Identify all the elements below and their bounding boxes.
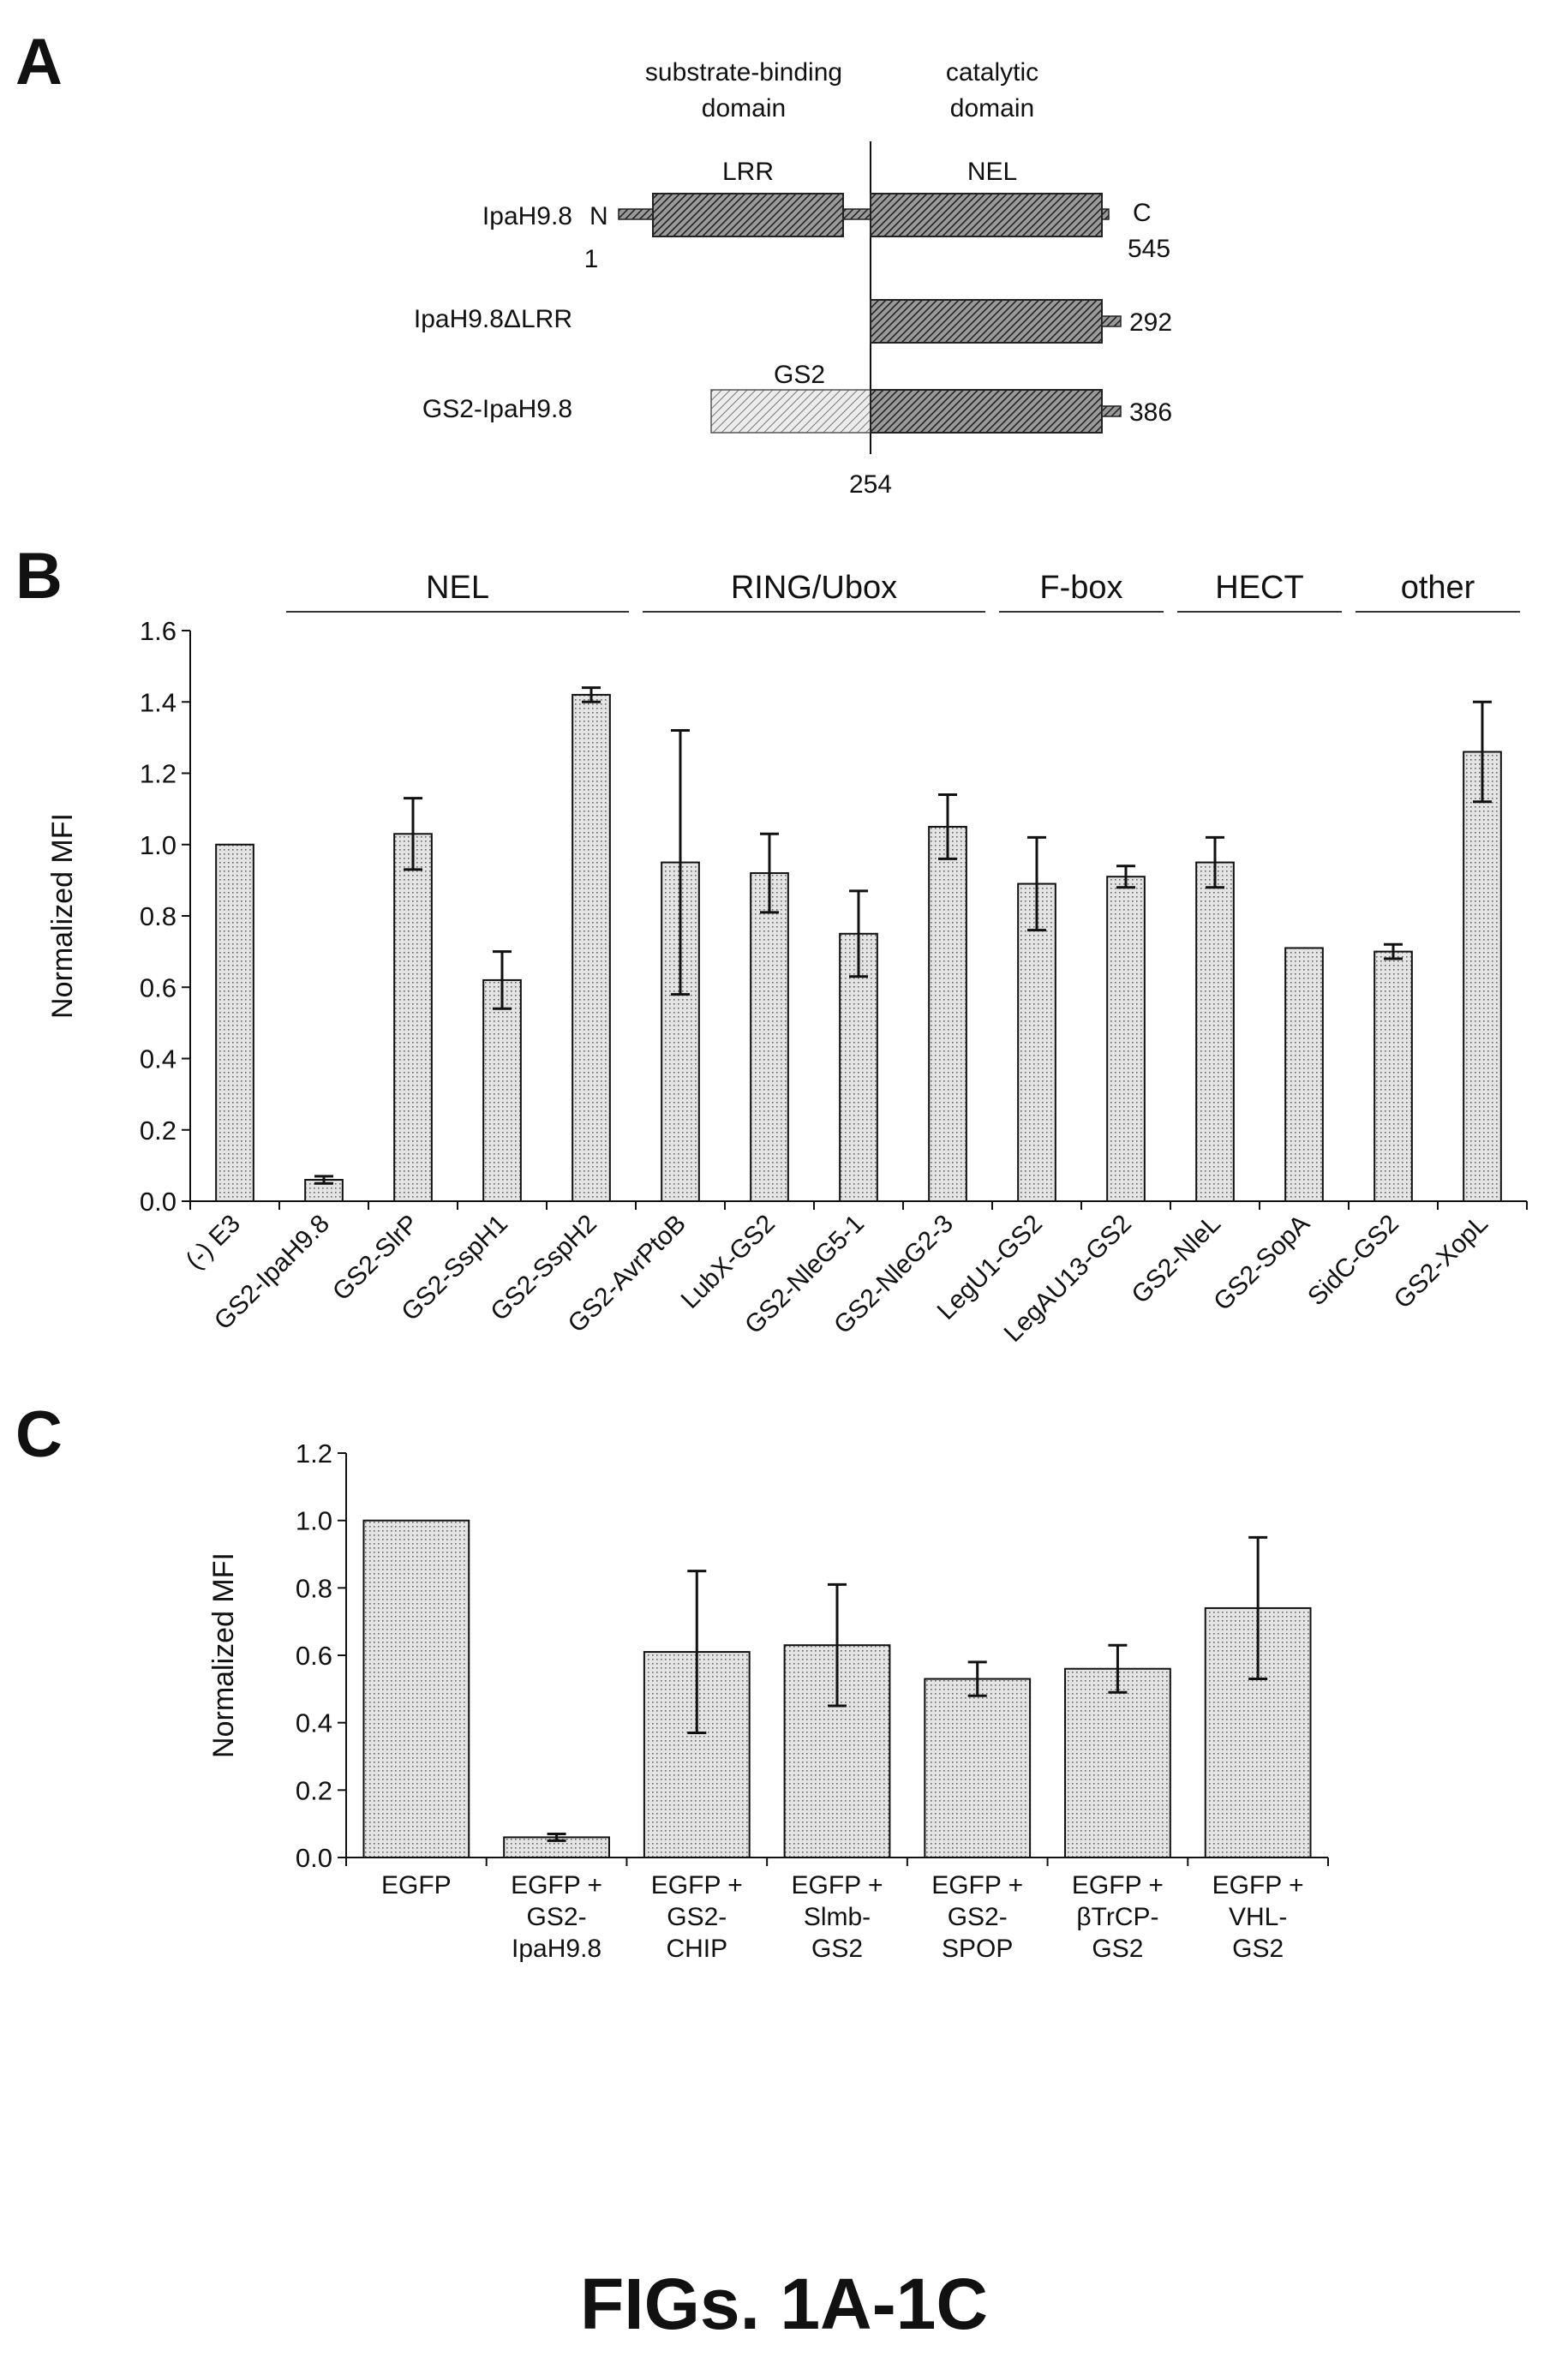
n-terminus-label: N xyxy=(589,202,608,230)
y-tick-label: 1.0 xyxy=(296,1506,332,1536)
y-tick-label: 0.2 xyxy=(296,1775,332,1805)
bar xyxy=(1107,876,1145,1201)
bar xyxy=(1463,752,1501,1201)
c-tail xyxy=(1102,406,1121,416)
x-tick-label-line: EGFP xyxy=(381,1871,452,1899)
y-tick-label: 1.2 xyxy=(296,1439,332,1469)
end-residue-label: 545 xyxy=(1128,235,1170,263)
y-tick-label: 1.0 xyxy=(140,830,177,860)
group-label: other xyxy=(1401,570,1475,606)
y-axis-title: Normalized MFI xyxy=(46,813,79,1019)
x-tick-label-line: CHIP xyxy=(666,1935,727,1963)
construct-name: IpaH9.8 xyxy=(482,202,572,230)
x-tick-label-line: EGFP + xyxy=(931,1871,1023,1899)
x-tick-label-line: EGFP + xyxy=(1072,1871,1164,1899)
x-tick-label-line: GS2- xyxy=(948,1903,1008,1931)
group-label: F-box xyxy=(1039,570,1122,606)
group-label: HECT xyxy=(1215,570,1303,606)
group-label: NEL xyxy=(426,570,489,606)
y-tick-label: 1.2 xyxy=(140,759,177,789)
bar xyxy=(1065,1669,1170,1858)
x-tick-label-line: EGFP + xyxy=(651,1871,743,1899)
panel-a: A substrate-binding domain catalytic dom… xyxy=(15,26,1172,499)
catalytic-domain-label-line1: catalytic xyxy=(946,58,1038,87)
y-tick-label: 0.6 xyxy=(296,1641,332,1671)
nel-domain-bar xyxy=(871,194,1102,236)
x-tick-label-line: GS2 xyxy=(1092,1935,1143,1963)
x-tick-label: (-) E3 xyxy=(181,1210,246,1275)
y-tick-label: 0.4 xyxy=(296,1708,332,1738)
y-tick-label: 0.8 xyxy=(140,901,177,931)
y-tick-label: 0.4 xyxy=(140,1044,177,1074)
substrate-domain-label-line1: substrate-binding xyxy=(645,58,842,87)
nel-domain-bar xyxy=(871,390,1102,433)
construct-name: IpaH9.8ΔLRR xyxy=(414,305,572,333)
bar xyxy=(1285,948,1323,1201)
lrr-domain-bar xyxy=(653,194,843,236)
bar xyxy=(572,695,610,1201)
group-label: RING/Ubox xyxy=(731,570,897,606)
x-tick-label-line: GS2 xyxy=(1232,1935,1284,1963)
x-tick-label-line: SPOP xyxy=(942,1935,1013,1963)
construct-gs2-ipah98: GS2 GS2-IpaH9.8 386 xyxy=(422,361,1172,433)
lrr-label: LRR xyxy=(722,158,774,186)
panel-c: C 0.0 0.2 0.4 0.6 0.8 1.0 1.2 Normalized MFI EGF… xyxy=(15,1398,1328,1963)
nel-label: NEL xyxy=(967,158,1017,186)
panel-b: B 0.0 0.2 0.4 0.6 0.8 1.0 1.2 1.4 1.6 Normalized … xyxy=(15,540,1527,1348)
chart-c: 0.0 0.2 0.4 0.6 0.8 1.0 1.2 Normalized MFI EGFP E… xyxy=(207,1439,1328,1963)
y-tick-label: 0.2 xyxy=(140,1116,177,1146)
x-tick-label-line: Slmb- xyxy=(804,1903,871,1931)
gs2-label: GS2 xyxy=(774,361,825,389)
bar xyxy=(1374,952,1412,1201)
start-residue-label: 1 xyxy=(584,245,599,273)
x-tick-label-line: EGFP + xyxy=(511,1871,602,1899)
x-tick-label: GS2-SlrP xyxy=(327,1210,424,1307)
end-residue-label: 292 xyxy=(1129,308,1172,337)
x-tick-label-line: EGFP + xyxy=(792,1871,883,1899)
bar xyxy=(363,1521,469,1858)
y-axis-title: Normalized MFI xyxy=(207,1552,240,1758)
construct-ipah98: IpaH9.8 N 1 LRR NEL C 545 xyxy=(482,158,1170,273)
y-tick-label: 0.8 xyxy=(296,1573,332,1603)
bar xyxy=(1196,863,1234,1201)
figure-caption: FIGs. 1A-1C xyxy=(580,2264,988,2344)
chart-b: 0.0 0.2 0.4 0.6 0.8 1.0 1.2 1.4 1.6 Normalized MF… xyxy=(46,570,1527,1348)
bar xyxy=(483,980,521,1201)
y-tick-label: 0.0 xyxy=(140,1187,177,1217)
nel-domain-bar xyxy=(871,300,1102,343)
x-tick-label: GS2-XopL xyxy=(1389,1210,1493,1314)
c-tail xyxy=(1102,316,1121,326)
bar xyxy=(394,834,432,1201)
x-tick-label-line: βTrCP- xyxy=(1076,1903,1158,1931)
x-tick-label: GS2-SopA xyxy=(1208,1210,1315,1317)
bar xyxy=(929,827,967,1201)
y-tick-label: 1.6 xyxy=(140,616,177,646)
y-tick-label: 0.0 xyxy=(296,1843,332,1873)
panel-c-letter: C xyxy=(15,1398,63,1471)
gs2-fusion-bar xyxy=(711,390,871,433)
catalytic-domain-label-line2: domain xyxy=(950,94,1034,123)
bar xyxy=(216,845,254,1201)
bar xyxy=(751,873,788,1201)
x-tick-label-line: EGFP + xyxy=(1212,1871,1304,1899)
figure-canvas: A substrate-binding domain catalytic dom… xyxy=(0,0,1568,2369)
c-terminus-label: C xyxy=(1133,199,1152,227)
y-tick-label: 0.6 xyxy=(140,972,177,1002)
construct-name: GS2-IpaH9.8 xyxy=(422,395,572,423)
x-tick-label-line: GS2- xyxy=(667,1903,727,1931)
x-tick-label-line: GS2- xyxy=(527,1903,587,1931)
boundary-label: 254 xyxy=(849,470,892,499)
x-tick-label-line: IpaH9.8 xyxy=(512,1935,601,1963)
end-residue-label: 386 xyxy=(1129,398,1172,427)
bar xyxy=(925,1679,1030,1858)
substrate-domain-label-line2: domain xyxy=(702,94,786,123)
panel-a-letter: A xyxy=(15,26,63,99)
x-tick-label-line: VHL- xyxy=(1229,1903,1287,1931)
y-tick-label: 1.4 xyxy=(140,687,177,717)
construct-ipah98-dlrr: IpaH9.8ΔLRR 292 xyxy=(414,300,1172,343)
x-tick-label-line: GS2 xyxy=(811,1935,863,1963)
panel-b-letter: B xyxy=(15,540,63,613)
